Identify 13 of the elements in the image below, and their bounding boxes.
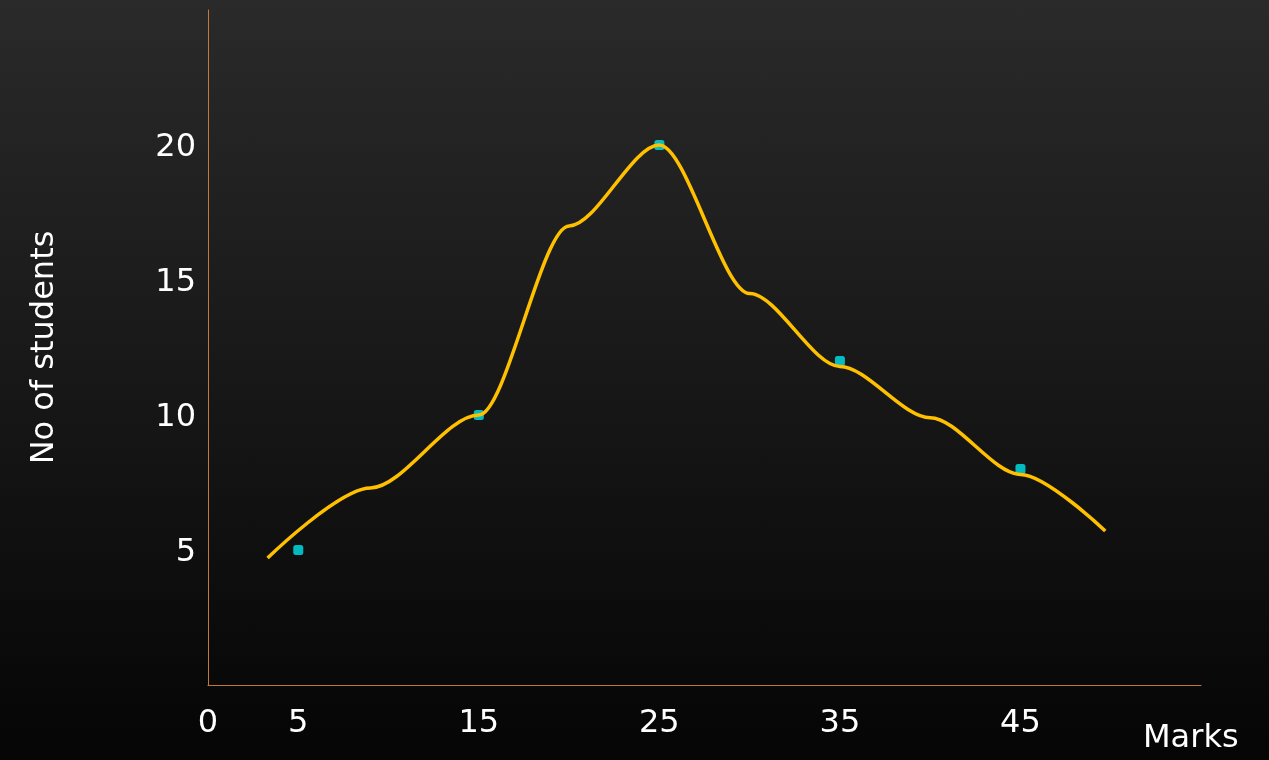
point — [293, 545, 304, 555]
x-tick-label: 25 — [639, 702, 680, 740]
y-axis-title: No of students — [23, 230, 61, 465]
y-tick-label: 20 — [155, 126, 196, 164]
x-tick-label: 35 — [819, 702, 861, 740]
y-tick-label: 15 — [155, 261, 196, 299]
x-axis-title: Marks — [1143, 717, 1239, 755]
x-tick-label: 5 — [288, 702, 309, 740]
x-tick-label: 0 — [197, 702, 219, 740]
x-tick-label: 15 — [458, 702, 500, 740]
y-tick-label: 5 — [175, 531, 196, 569]
y-tick-label: 10 — [155, 396, 196, 434]
x-tick-label: 45 — [1000, 702, 1041, 740]
